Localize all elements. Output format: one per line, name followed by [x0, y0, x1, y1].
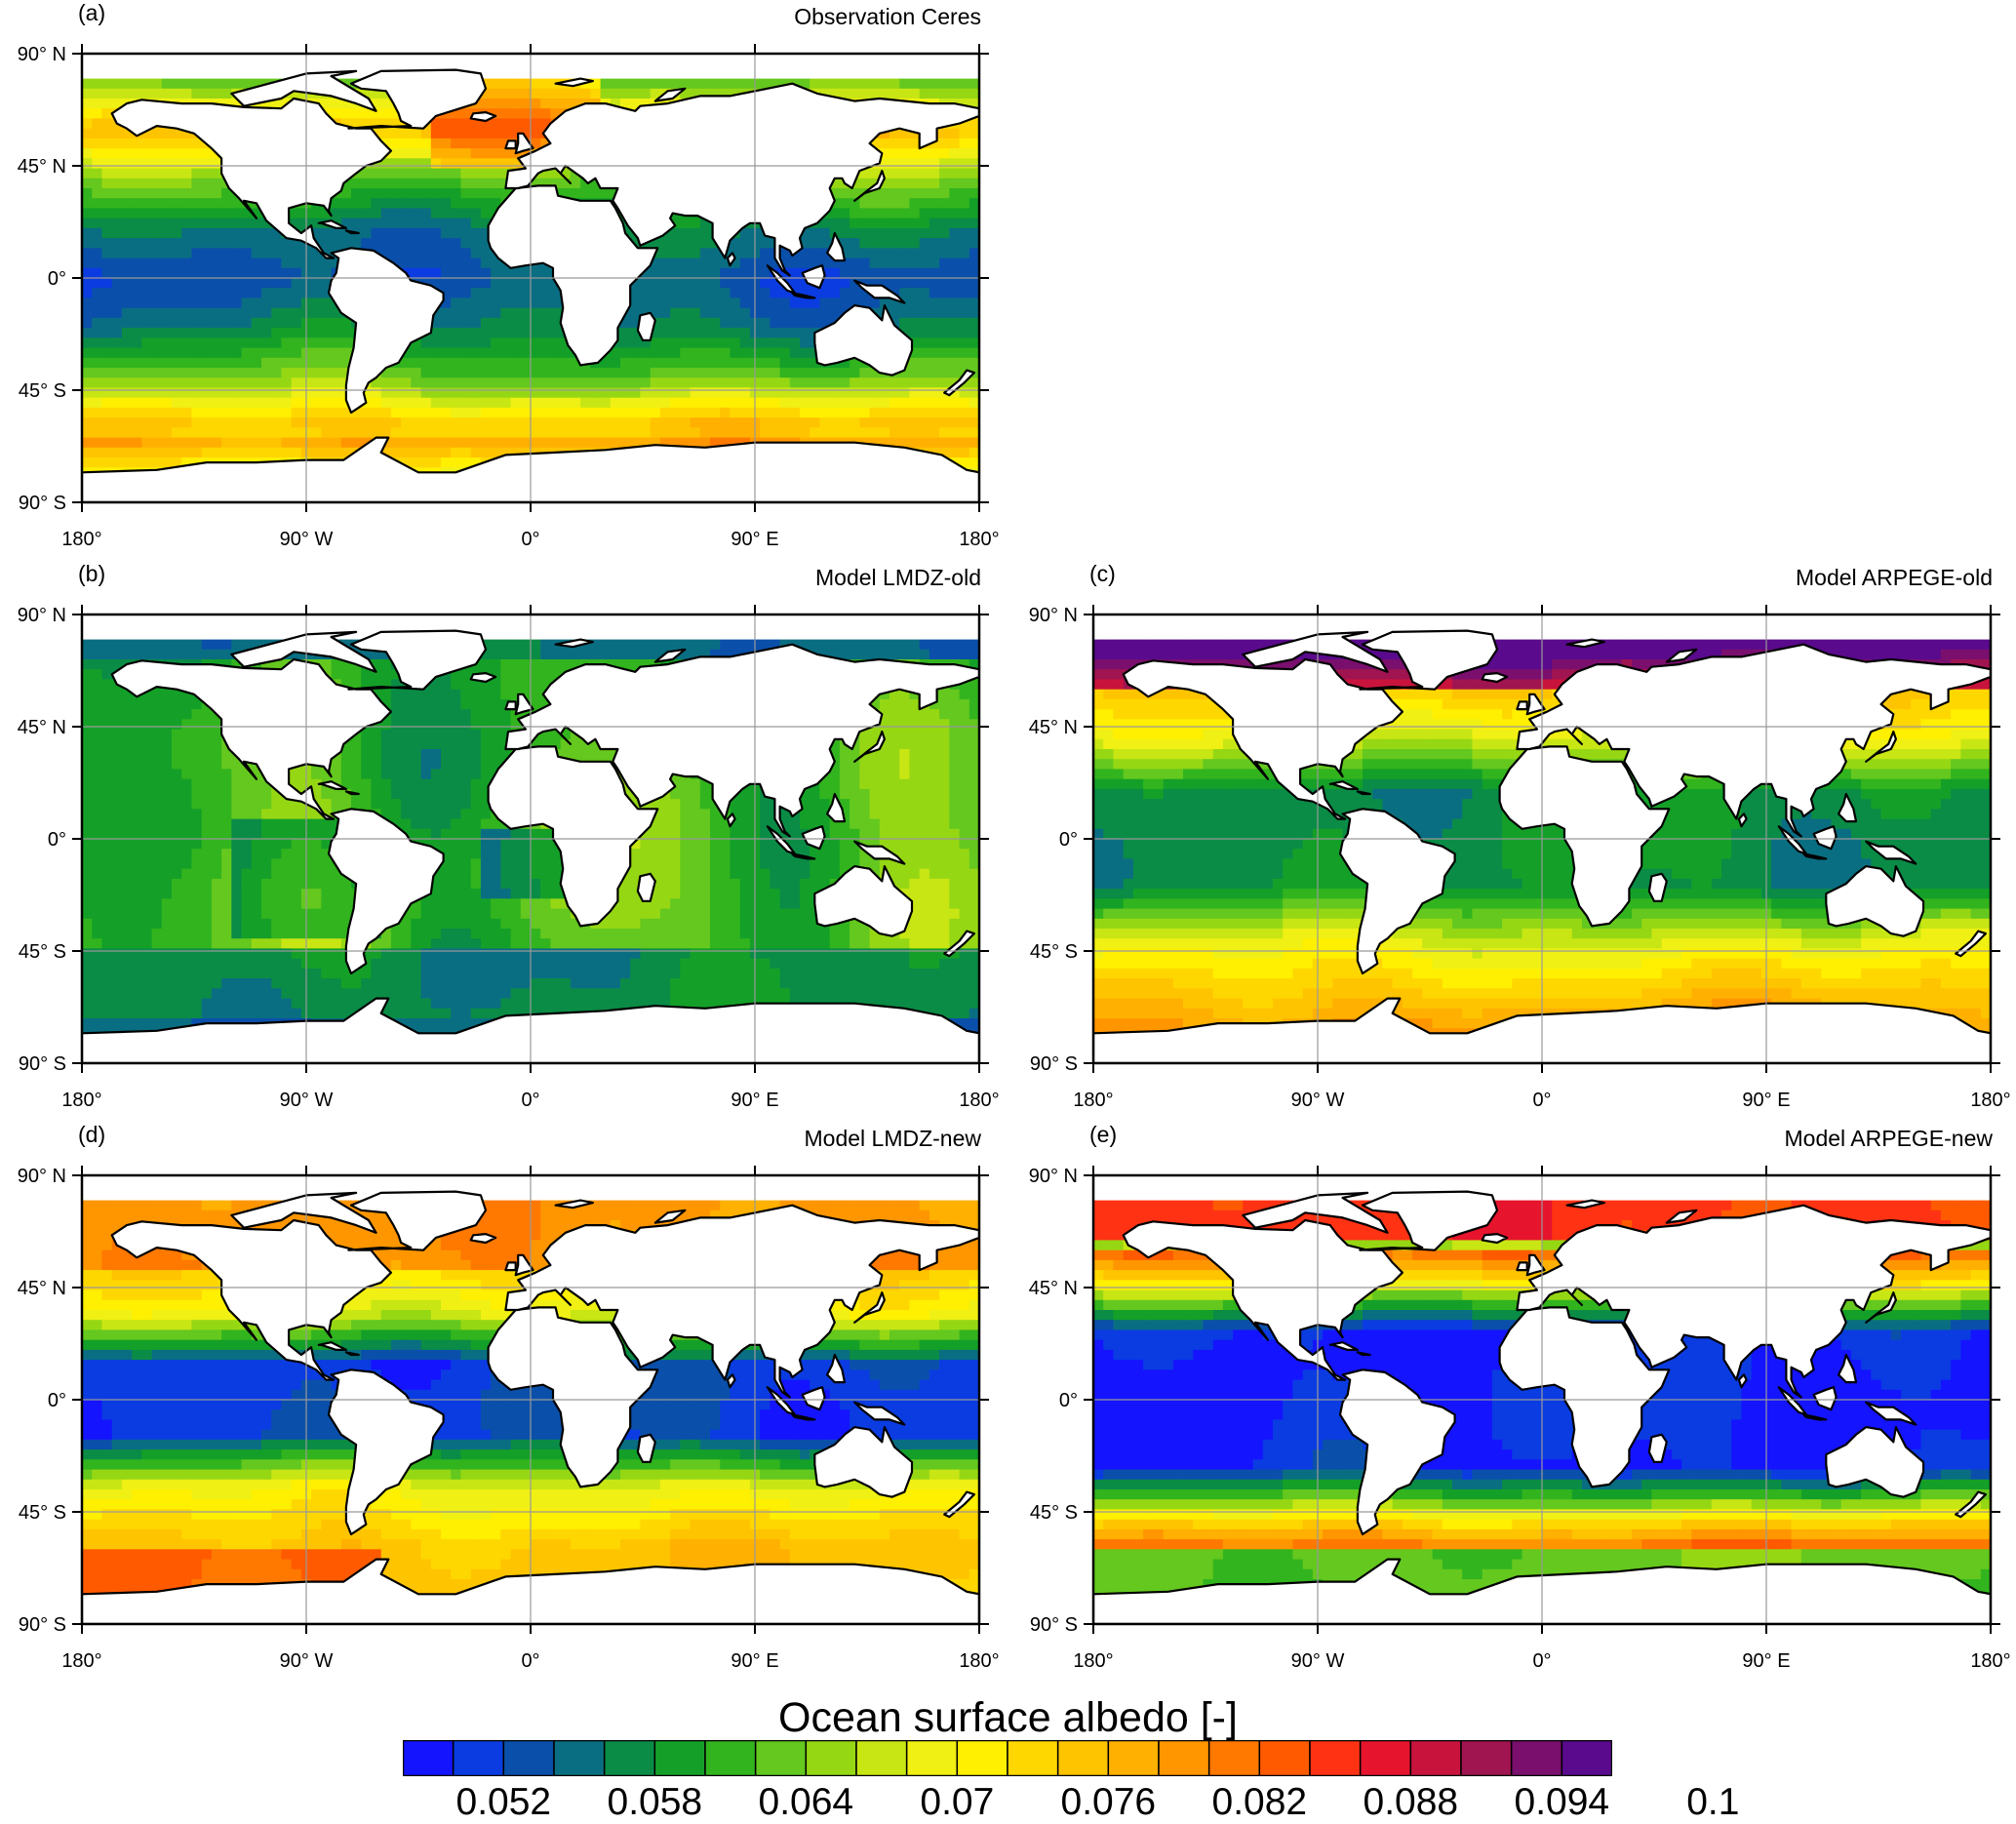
colorbar-tick-label: 0.082 [1212, 1781, 1308, 1824]
colorbar-swatch [1209, 1740, 1260, 1776]
colorbar-swatch [403, 1740, 454, 1776]
lat-tick-label: 90° S [19, 493, 66, 514]
lon-tick-label: 180° [1073, 1090, 1113, 1111]
colorbar-swatch [1008, 1740, 1058, 1776]
colorbar-swatch [503, 1740, 554, 1776]
colorbar-tick-label: 0.1 [1686, 1781, 1739, 1824]
colorbar-swatch [907, 1740, 958, 1776]
lat-tick-label: 90° N [1029, 1166, 1078, 1187]
lat-tick-label: 90° N [18, 44, 66, 65]
lat-tick-label: 45° N [18, 1278, 66, 1299]
lat-tick-label: 0° [48, 268, 66, 290]
lat-tick-label: 90° S [19, 1614, 66, 1636]
lon-tick-label: 0° [1532, 1650, 1551, 1672]
colorbar-title: Ocean surface albedo [-] [0, 1694, 2016, 1742]
colorbar-swatch [605, 1740, 655, 1776]
lat-tick-label: 45° S [1030, 941, 1078, 963]
colorbar-swatch [554, 1740, 605, 1776]
lon-tick-label: 90° E [731, 1650, 778, 1672]
colorbar-swatch [1512, 1740, 1562, 1776]
lon-tick-label: 0° [1532, 1090, 1551, 1111]
colorbar-swatch [1561, 1740, 1612, 1776]
colorbar-tick-label: 0.058 [608, 1781, 703, 1824]
lon-tick-label: 90° W [280, 1650, 334, 1672]
colorbar-swatch [654, 1740, 705, 1776]
lon-tick-label: 90° E [1742, 1650, 1790, 1672]
colorbar-swatch [1058, 1740, 1109, 1776]
colorbar-swatch [1159, 1740, 1209, 1776]
lat-tick-label: 0° [1059, 829, 1078, 851]
lon-tick-label: 90° W [280, 1090, 334, 1111]
map-svg: 90° N 45° N 0° 45° S 90° S 180° 90° W 0° 90° E 18… [1011, 1122, 2016, 1683]
lon-tick-label: 180° [1073, 1650, 1113, 1672]
lon-tick-label: 90° E [731, 529, 778, 550]
lat-tick-label: 45° N [18, 156, 66, 178]
lat-tick-label: 90° N [1029, 605, 1078, 626]
lon-tick-label: 90° W [280, 529, 334, 550]
colorbar-swatch [1310, 1740, 1361, 1776]
lon-tick-label: 90° E [1742, 1090, 1790, 1111]
lat-tick-label: 90° S [1030, 1614, 1078, 1636]
colorbar-tick-label: 0.064 [759, 1781, 854, 1824]
lat-tick-label: 90° S [19, 1053, 66, 1075]
map-svg: 90° N 45° N 0° 45° S 90° S 180° 90° W 0° 90° E 18… [0, 0, 1005, 561]
colorbar-swatch [1259, 1740, 1310, 1776]
map-svg: 90° N 45° N 0° 45° S 90° S 180° 90° W 0° 90° E 18… [0, 561, 1005, 1122]
lat-tick-label: 45° S [19, 941, 66, 963]
map-svg: 90° N 45° N 0° 45° S 90° S 180° 90° W 0° 90° E 18… [0, 1122, 1005, 1683]
lon-tick-label: 90° W [1291, 1090, 1345, 1111]
colorbar-tick-label: 0.07 [920, 1781, 994, 1824]
lon-tick-label: 180° [959, 1650, 999, 1672]
colorbar-tick-label: 0.088 [1364, 1781, 1459, 1824]
colorbar-swatch [756, 1740, 807, 1776]
colorbar-swatch [454, 1740, 504, 1776]
lon-tick-label: 180° [959, 529, 999, 550]
lat-tick-label: 90° S [1030, 1053, 1078, 1075]
lon-tick-label: 180° [959, 1090, 999, 1111]
lon-tick-label: 180° [61, 1650, 101, 1672]
lon-tick-label: 180° [1970, 1090, 2010, 1111]
colorbar-tick-label: 0.052 [456, 1781, 552, 1824]
lat-tick-label: 0° [1059, 1390, 1078, 1411]
lon-tick-label: 180° [61, 529, 101, 550]
lon-tick-label: 180° [61, 1090, 101, 1111]
lat-tick-label: 0° [48, 829, 66, 851]
lat-tick-label: 45° N [1029, 1278, 1078, 1299]
colorbar-swatch [957, 1740, 1008, 1776]
colorbar-swatch [806, 1740, 856, 1776]
colorbar-swatch [1108, 1740, 1159, 1776]
colorbar-swatch [856, 1740, 907, 1776]
map-svg: 90° N 45° N 0° 45° S 90° S 180° 90° W 0° 90° E 18… [1011, 561, 2016, 1122]
lat-tick-label: 45° S [19, 1502, 66, 1524]
lon-tick-label: 180° [1970, 1650, 2010, 1672]
colorbar-swatch [1410, 1740, 1461, 1776]
lon-tick-label: 90° W [1291, 1650, 1345, 1672]
lon-tick-label: 0° [521, 529, 539, 550]
lat-tick-label: 45° S [19, 380, 66, 402]
lat-tick-label: 45° N [18, 717, 66, 738]
lon-tick-label: 0° [521, 1650, 539, 1672]
lon-tick-label: 90° E [731, 1090, 778, 1111]
lat-tick-label: 90° N [18, 1166, 66, 1187]
lat-tick-label: 45° S [1030, 1502, 1078, 1524]
lat-tick-label: 90° N [18, 605, 66, 626]
lat-tick-label: 45° N [1029, 717, 1078, 738]
lat-tick-label: 0° [48, 1390, 66, 1411]
colorbar-swatch [1461, 1740, 1512, 1776]
colorbar-swatch [1361, 1740, 1411, 1776]
colorbar-swatch [705, 1740, 756, 1776]
colorbar-tick-label: 0.076 [1061, 1781, 1157, 1824]
lon-tick-label: 0° [521, 1090, 539, 1111]
colorbar-tick-label: 0.094 [1515, 1781, 1610, 1824]
colorbar [403, 1740, 1612, 1776]
